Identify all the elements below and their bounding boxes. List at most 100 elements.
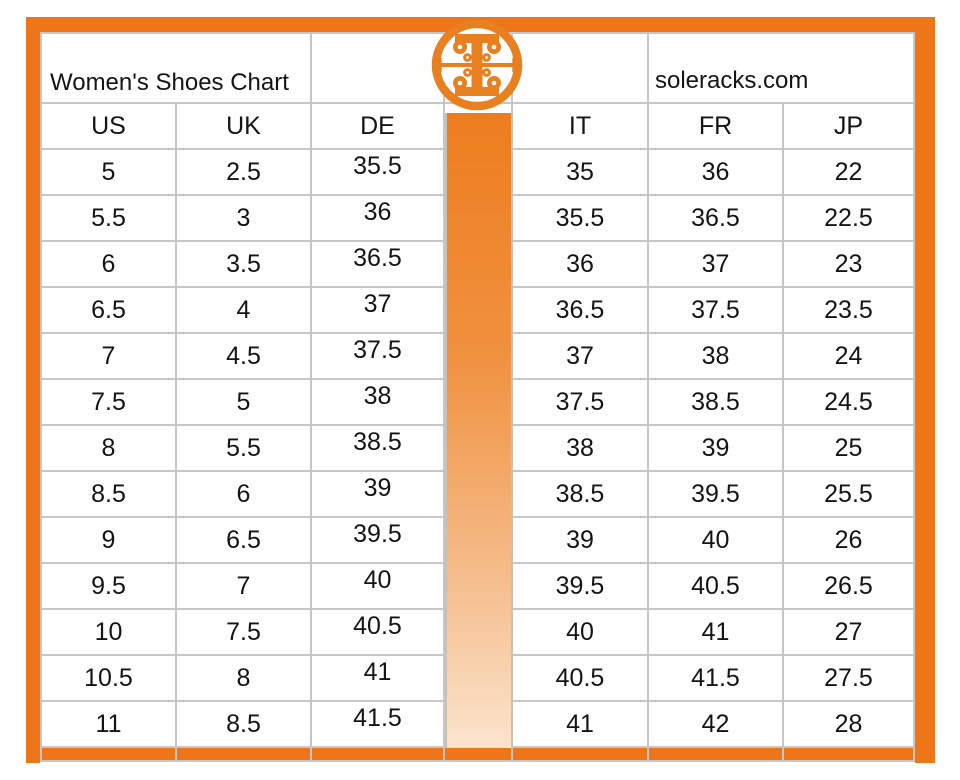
cell-it-row10-label: 39.5 xyxy=(555,571,605,600)
cell-it-row4: 36.5 xyxy=(513,288,649,334)
cell-us-row6-label: 7.5 xyxy=(91,387,126,416)
title-cell: Women's Shoes Chart xyxy=(42,34,312,104)
cell-de-row11-label: 40.5 xyxy=(353,611,402,640)
cell-it-row12-label: 40.5 xyxy=(555,663,605,692)
cell-fr-row8-label: 39.5 xyxy=(691,479,740,508)
cell-fr-row10: 40.5 xyxy=(649,564,784,610)
cell-de-row8: 39 xyxy=(312,472,445,518)
cell-uk-row4: 4 xyxy=(177,288,312,334)
cell-us-row3: 6 xyxy=(42,242,177,288)
cell-uk-row2: 3 xyxy=(177,196,312,242)
cell-de-row1-label: 35.5 xyxy=(353,151,402,180)
cell-jp-row1-label: 22 xyxy=(834,157,863,186)
cell-jp-row6-label: 24.5 xyxy=(824,387,873,416)
cell-uk-row11-label: 7.5 xyxy=(226,617,261,646)
cell-de-row8-label: 39 xyxy=(363,473,392,502)
cell-de-row1: 35.5 xyxy=(312,150,445,196)
cell-jp-row3-label: 23 xyxy=(834,249,863,278)
title-row-empty-cell-it xyxy=(513,34,649,104)
cell-jp-row10-label: 26.5 xyxy=(824,571,873,600)
cell-it-row3: 36 xyxy=(513,242,649,288)
col-header-fr-label: FR xyxy=(698,111,733,140)
cell-uk-row12-label: 8 xyxy=(236,663,251,692)
cell-uk-row1-label: 2.5 xyxy=(226,157,261,186)
cell-de-row11: 40.5 xyxy=(312,610,445,656)
cell-de-row4-label: 37 xyxy=(363,289,392,318)
cell-it-row1-label: 35 xyxy=(566,157,594,186)
cell-it-row7-label: 38 xyxy=(566,433,594,462)
cell-us-row6: 7.5 xyxy=(42,380,177,426)
cell-jp-row12-label: 27.5 xyxy=(824,663,873,692)
cell-it-row8-label: 38.5 xyxy=(555,479,605,508)
cell-fr-row9-label: 40 xyxy=(701,525,730,554)
cell-jp-row5-label: 24 xyxy=(834,341,863,370)
cell-jp-row9: 26 xyxy=(784,518,913,564)
cell-us-row11-label: 10 xyxy=(94,617,123,646)
cell-jp-row13-label: 28 xyxy=(834,709,863,738)
cell-uk-row12: 8 xyxy=(177,656,312,702)
cell-us-row9-label: 9 xyxy=(101,525,116,554)
col-header-it-label: IT xyxy=(568,111,592,140)
cell-de-row5: 37.5 xyxy=(312,334,445,380)
cell-fr-row5-label: 38 xyxy=(701,341,730,370)
cell-uk-row10-label: 7 xyxy=(236,571,251,600)
cell-fr-row2: 36.5 xyxy=(649,196,784,242)
cell-de-row12-label: 41 xyxy=(363,657,392,686)
cell-it-row2-label: 35.5 xyxy=(555,203,605,232)
cell-fr-row8: 39.5 xyxy=(649,472,784,518)
cell-jp-row12: 27.5 xyxy=(784,656,913,702)
col-header-us: US xyxy=(42,104,177,150)
col-header-uk: UK xyxy=(177,104,312,150)
cell-jp-row1: 22 xyxy=(784,150,913,196)
col-header-it: IT xyxy=(513,104,649,150)
cell-fr-row12-label: 41.5 xyxy=(691,663,740,692)
cell-us-row2: 5.5 xyxy=(42,196,177,242)
cell-us-row10: 9.5 xyxy=(42,564,177,610)
cell-fr-row4-label: 37.5 xyxy=(691,295,740,324)
cell-de-row10-label: 40 xyxy=(363,565,392,594)
cell-jp-row9-label: 26 xyxy=(834,525,863,554)
col-header-uk-label: UK xyxy=(226,111,261,140)
cell-de-row3: 36.5 xyxy=(312,242,445,288)
cell-de-row7-label: 38.5 xyxy=(353,427,402,456)
cell-jp-row3: 23 xyxy=(784,242,913,288)
cell-it-row5-label: 37 xyxy=(566,341,594,370)
cell-fr-row1-label: 36 xyxy=(701,157,730,186)
col-header-jp: JP xyxy=(784,104,913,150)
cell-fr-row2-label: 36.5 xyxy=(691,203,740,232)
cell-uk-row9: 6.5 xyxy=(177,518,312,564)
cell-it-row9: 39 xyxy=(513,518,649,564)
cell-fr-row10-label: 40.5 xyxy=(691,571,740,600)
cell-uk-row4-label: 4 xyxy=(236,295,251,324)
bottom-strip-cell xyxy=(784,748,913,760)
bottom-strip-cell xyxy=(177,748,312,760)
cell-uk-row9-label: 6.5 xyxy=(226,525,261,554)
cell-de-row6-label: 38 xyxy=(363,381,392,410)
cell-it-row4-label: 36.5 xyxy=(555,295,605,324)
page-title: Women's Shoes Chart xyxy=(50,69,289,96)
cell-it-row11-label: 40 xyxy=(566,617,594,646)
cell-it-row1: 35 xyxy=(513,150,649,196)
cell-fr-row6: 38.5 xyxy=(649,380,784,426)
cell-de-row5-label: 37.5 xyxy=(353,335,402,364)
cell-fr-row13: 42 xyxy=(649,702,784,748)
cell-de-row2: 36 xyxy=(312,196,445,242)
cell-us-row7: 8 xyxy=(42,426,177,472)
cell-uk-row7: 5.5 xyxy=(177,426,312,472)
cell-de-row10: 40 xyxy=(312,564,445,610)
cell-fr-row6-label: 38.5 xyxy=(691,387,740,416)
cell-de-row3-label: 36.5 xyxy=(353,243,402,272)
cell-uk-row13-label: 8.5 xyxy=(226,709,261,738)
cell-jp-row8-label: 25.5 xyxy=(824,479,873,508)
cell-fr-row7: 39 xyxy=(649,426,784,472)
cell-us-row13: 11 xyxy=(42,702,177,748)
cell-fr-row3: 37 xyxy=(649,242,784,288)
cell-us-row4: 6.5 xyxy=(42,288,177,334)
title-row-empty-cell-de xyxy=(312,34,445,104)
cell-jp-row7: 25 xyxy=(784,426,913,472)
cell-uk-row3: 3.5 xyxy=(177,242,312,288)
col-header-jp-label: JP xyxy=(833,111,864,140)
bottom-strip-cell xyxy=(445,748,513,760)
cell-jp-row11-label: 27 xyxy=(834,617,863,646)
